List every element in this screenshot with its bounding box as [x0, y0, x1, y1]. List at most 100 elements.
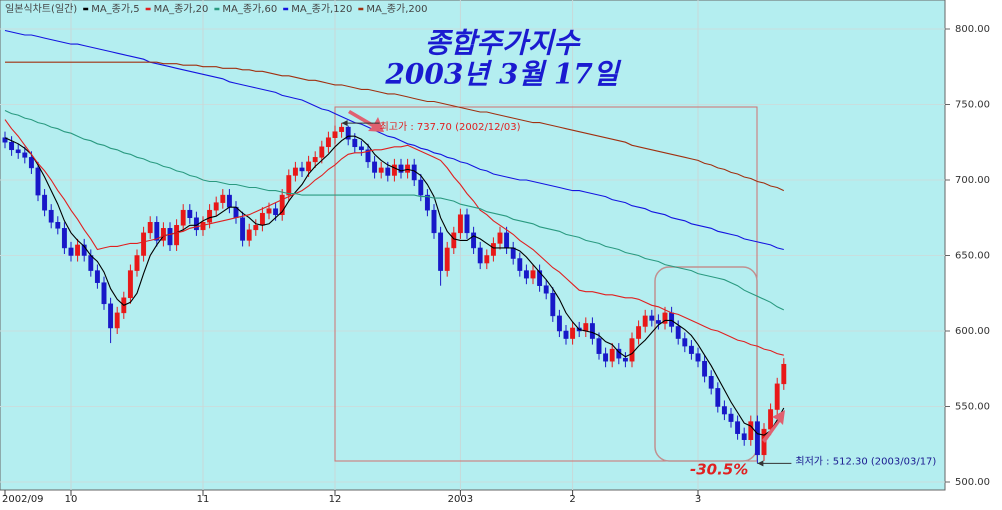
candle-body	[702, 360, 708, 377]
candle-body	[781, 363, 787, 385]
candle-body	[583, 323, 589, 332]
candle-body	[537, 270, 543, 286]
candle-body	[35, 167, 41, 196]
x-tick-label: 12	[329, 494, 342, 505]
candle-body	[715, 388, 721, 407]
high-label: 최고가 : 737.70 (2002/12/03)	[380, 121, 521, 133]
candle-body	[457, 214, 463, 234]
candle-body	[292, 167, 298, 176]
candle-body	[431, 209, 437, 234]
candle-body	[48, 209, 54, 223]
candle-body	[464, 214, 470, 234]
candle-body	[68, 247, 74, 256]
candle-body	[147, 222, 153, 234]
ma-line	[4, 29, 784, 251]
legend-label: MA_종가,60	[222, 3, 277, 15]
candle-body	[253, 225, 259, 231]
candle-body	[418, 179, 424, 196]
candle-body	[589, 323, 595, 339]
candle-body	[774, 383, 780, 410]
candle-body	[490, 243, 496, 256]
candle-body	[378, 167, 384, 173]
y-tick-label: 750.00	[955, 99, 990, 110]
candle-body	[530, 270, 536, 279]
x-tick-label: 11	[197, 494, 210, 505]
legend-label: MA_종가,120	[291, 3, 352, 15]
candle-body	[352, 138, 358, 148]
candle-body	[563, 330, 569, 339]
candle-body	[570, 327, 576, 339]
candle-body	[484, 255, 490, 264]
candle-body	[180, 209, 186, 226]
ma-line	[4, 135, 785, 436]
candle-body	[708, 376, 714, 389]
candle-body	[675, 326, 681, 339]
ma-line	[4, 110, 785, 311]
candle-body	[55, 222, 61, 229]
candle-body	[688, 345, 694, 354]
candle-body	[523, 270, 529, 279]
candle-body	[721, 406, 727, 415]
candle-body	[88, 255, 94, 271]
chart-subtitle: 2003년 3월 17일	[384, 58, 621, 91]
candle-body	[451, 232, 457, 249]
candle-body	[655, 320, 661, 324]
candle-body	[695, 353, 701, 362]
candle-body	[160, 228, 166, 241]
candle-body	[273, 208, 279, 215]
candle-body	[603, 353, 609, 362]
candle-body	[332, 131, 338, 138]
candle-body	[240, 217, 246, 241]
candle-body	[385, 167, 391, 176]
arrow-high	[348, 110, 384, 132]
candle-body	[207, 209, 213, 223]
candle-body	[266, 208, 272, 214]
arrow-low	[762, 410, 785, 443]
candle-body	[75, 244, 81, 256]
candle-body	[325, 137, 331, 148]
candle-body	[61, 228, 67, 249]
candle-body	[550, 292, 556, 317]
candle-body	[339, 126, 345, 132]
candle-body	[636, 326, 642, 339]
candle-body	[306, 161, 312, 172]
chart-label: 일본식차트(일간)	[5, 3, 77, 15]
candle-body	[405, 164, 411, 173]
chart-title: 종합주가지수	[425, 27, 582, 60]
candle-body	[286, 175, 292, 196]
candle-body	[187, 209, 193, 218]
candle-body	[735, 421, 741, 434]
low-box	[654, 266, 758, 462]
candle-body	[134, 255, 140, 271]
candle-body	[365, 149, 371, 163]
candle-body	[345, 126, 351, 140]
candle-body	[768, 409, 774, 430]
x-tick-label: 3	[695, 494, 701, 505]
candle-body	[596, 338, 602, 354]
candle-body	[728, 413, 734, 422]
candle-body	[504, 232, 510, 249]
candle-body	[622, 357, 628, 362]
candle-body	[220, 194, 226, 203]
candle-body	[101, 282, 107, 305]
candle-body	[609, 348, 615, 362]
y-tick-label: 700.00	[955, 175, 990, 186]
candle-body	[398, 164, 404, 173]
ma-line	[5, 61, 785, 192]
ma-line	[4, 119, 784, 356]
x-tick-label: 2003	[448, 494, 473, 505]
legend-label: MA_종가,200	[366, 3, 427, 15]
candle-body	[108, 303, 114, 329]
candle-body	[114, 312, 120, 329]
legend-label: MA_종가,20	[154, 3, 209, 15]
y-tick-label: 800.00	[955, 24, 990, 35]
candle-body	[15, 149, 21, 154]
candle-body	[471, 232, 477, 249]
change-label: -30.5%	[690, 461, 748, 479]
candle-body	[517, 258, 523, 271]
candle-body	[28, 157, 34, 169]
candle-body	[649, 315, 655, 321]
marks	[2, 29, 787, 464]
candle-body	[42, 194, 48, 211]
candle-body	[226, 194, 232, 208]
